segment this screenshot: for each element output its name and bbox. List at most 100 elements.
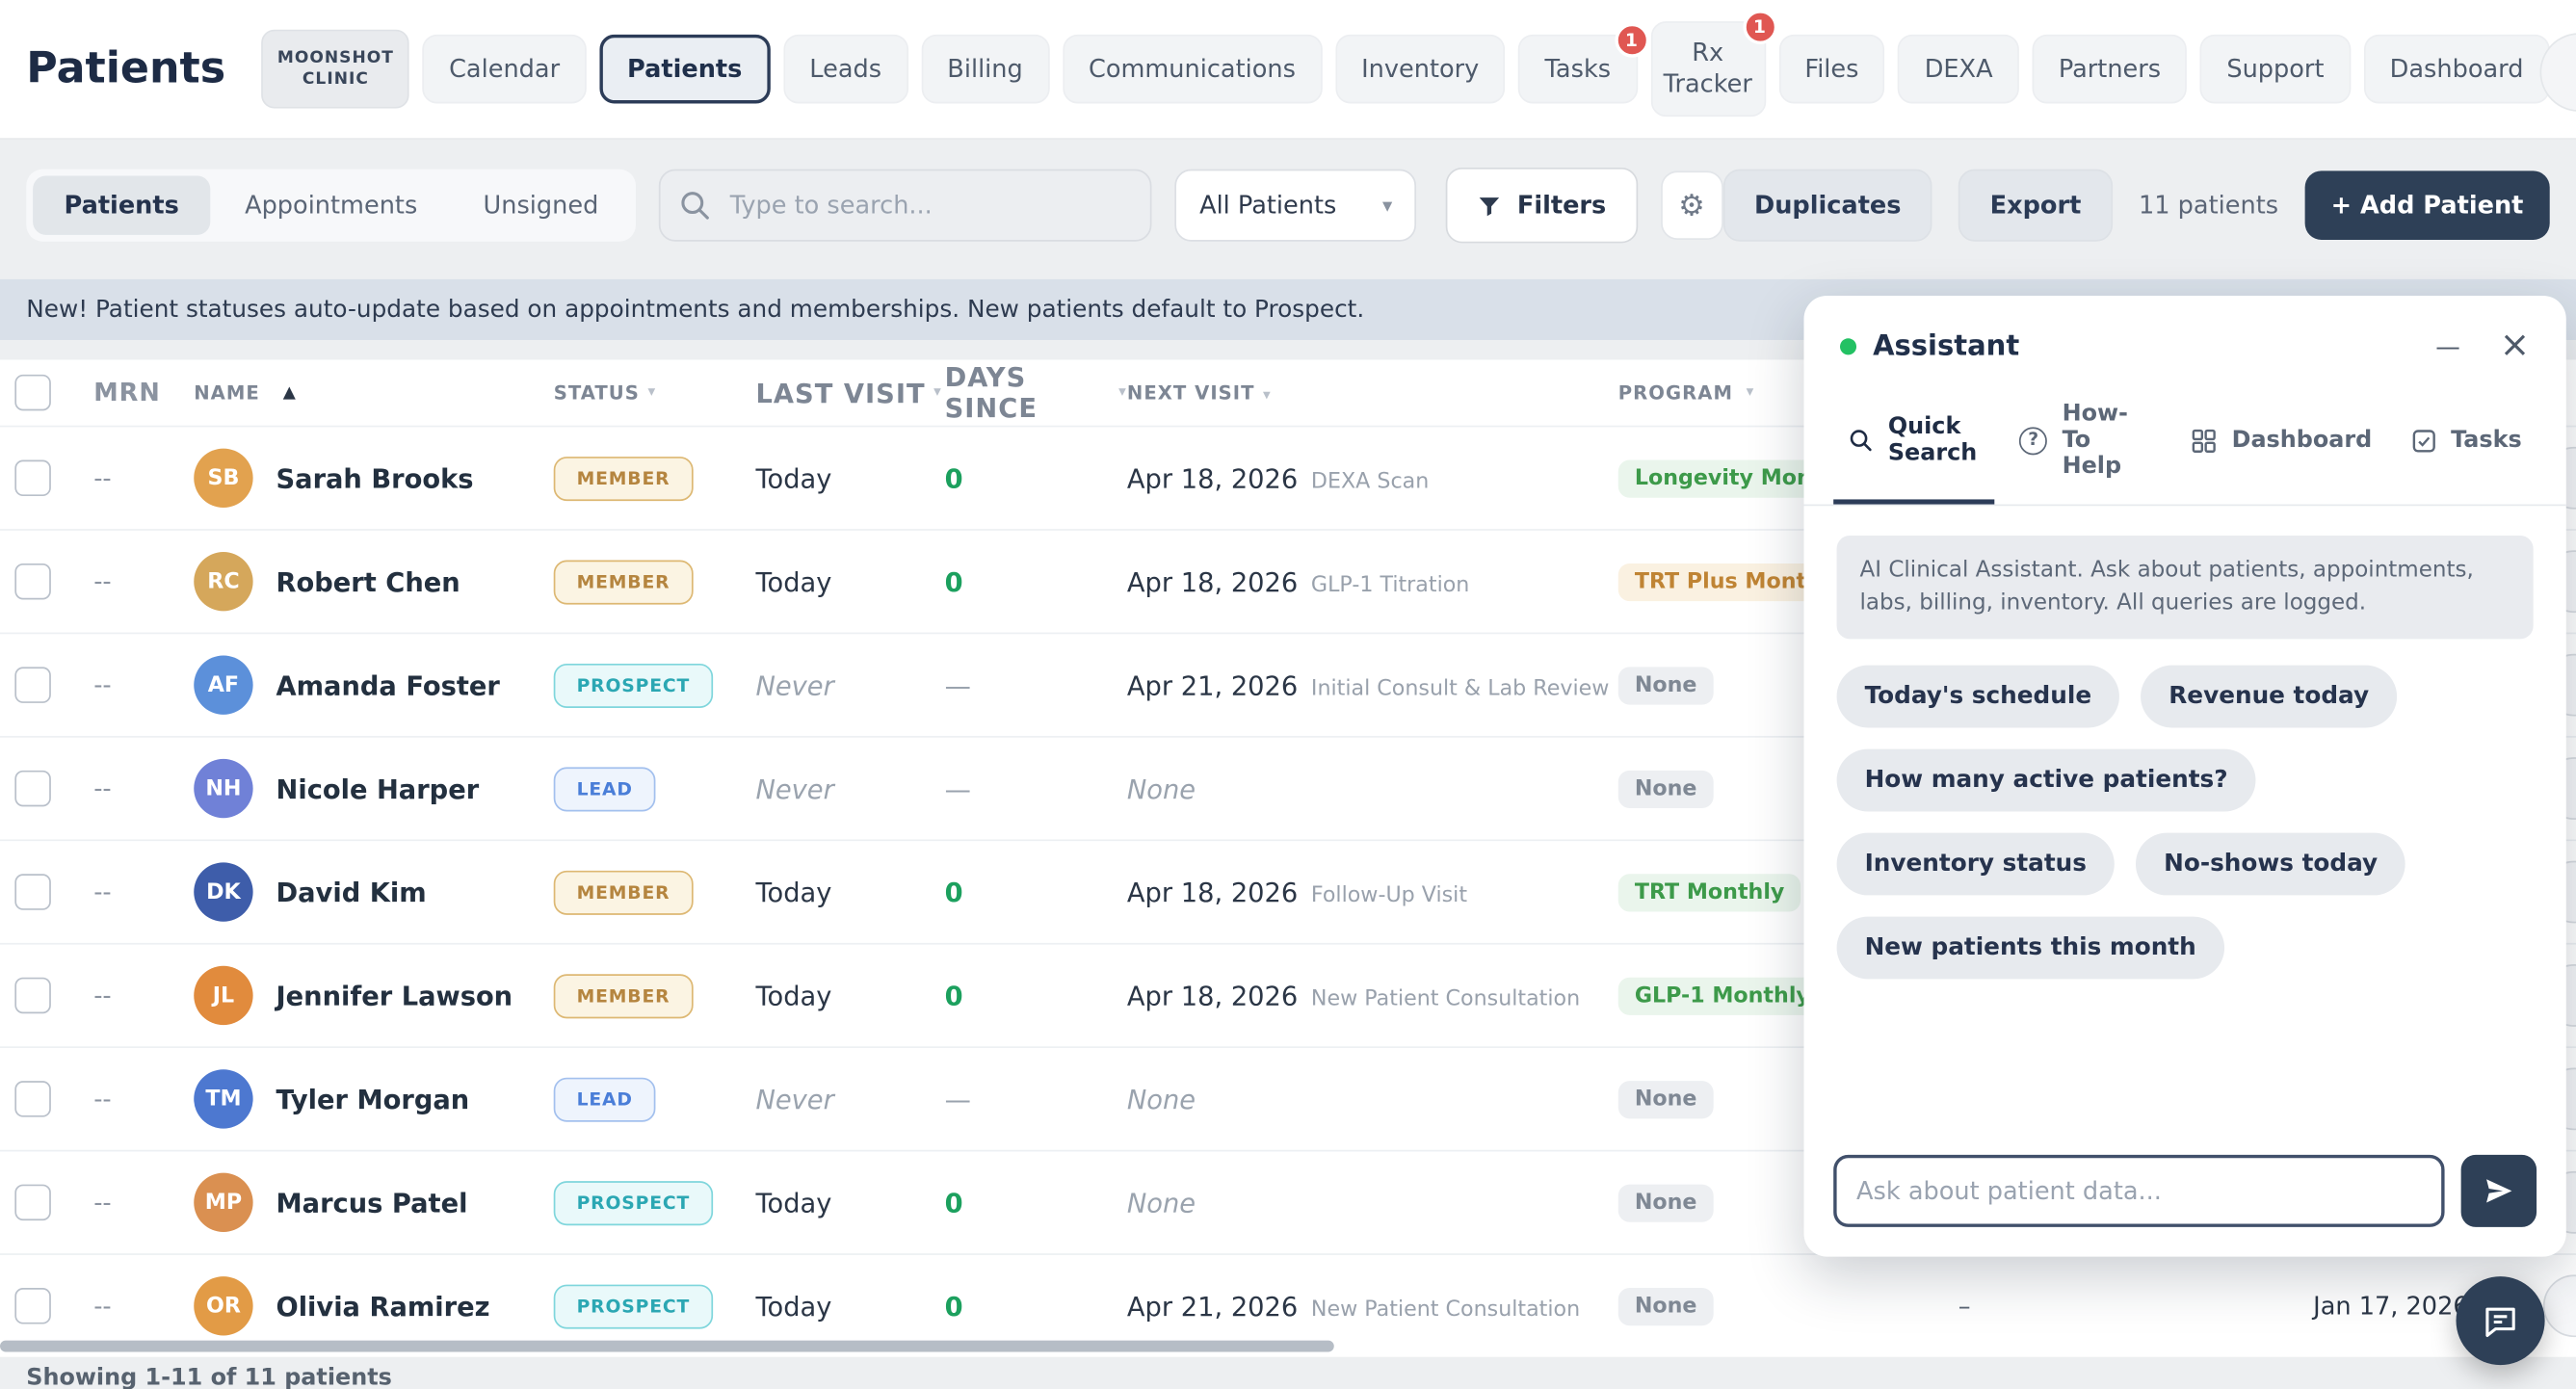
- status-badge: PROSPECT: [553, 1283, 714, 1328]
- column-header-status[interactable]: STATUS ▾: [553, 380, 657, 405]
- patient-filter-select[interactable]: All Patients ▾: [1174, 169, 1417, 242]
- suggestion-chip[interactable]: Today's schedule: [1836, 666, 2120, 729]
- table-row[interactable]: -- OR Olivia Ramirez PROSPECT Today 0 Ap…: [0, 1253, 2576, 1357]
- nav-tab-communications[interactable]: Communications: [1062, 34, 1323, 104]
- nav-tab-support[interactable]: Support: [2200, 34, 2351, 104]
- clinic-logo-button[interactable]: MOONSHOT CLINIC: [261, 29, 410, 109]
- nav-tab-tasks[interactable]: Tasks 1: [1518, 22, 1649, 104]
- patient-name[interactable]: Amanda Foster: [276, 668, 500, 701]
- patient-name[interactable]: Nicole Harper: [276, 773, 480, 804]
- row-checkbox[interactable]: [14, 1081, 51, 1117]
- search-icon: [1850, 430, 1872, 452]
- patients-toolbar: Patients Appointments Unsigned All Patie…: [0, 165, 2576, 247]
- suggestion-chip[interactable]: How many active patients?: [1836, 749, 2256, 813]
- days-since: 0: [944, 1290, 963, 1322]
- nav-tab-label: Files: [1804, 54, 1859, 84]
- nav-tab-leads[interactable]: Leads: [783, 34, 908, 104]
- add-patient-button[interactable]: + Add Patient: [2304, 170, 2550, 240]
- assistant-tabs: Quick Search ? How-To Help Dashboard Tas…: [1803, 384, 2566, 507]
- days-since: 0: [944, 565, 963, 597]
- nav-tab-label: Dashboard: [2389, 54, 2524, 84]
- days-since: 0: [944, 980, 963, 1011]
- suggestion-chip[interactable]: No-shows today: [2136, 833, 2406, 897]
- row-checkbox[interactable]: [14, 667, 51, 703]
- patient-name[interactable]: Sarah Brooks: [276, 462, 474, 494]
- nav-tab-billing[interactable]: Billing: [921, 34, 1050, 104]
- row-checkbox[interactable]: [14, 977, 51, 1014]
- suggestion-chip[interactable]: Revenue today: [2141, 666, 2398, 729]
- nav-tab-inventory[interactable]: Inventory: [1334, 34, 1506, 104]
- mrn-cell: --: [93, 877, 112, 907]
- row-actions-button[interactable]: [2542, 1274, 2576, 1338]
- next-visit-date: Apr 18, 2026: [1126, 876, 1299, 908]
- row-checkbox[interactable]: [14, 1184, 51, 1221]
- patient-name[interactable]: Marcus Patel: [276, 1187, 468, 1219]
- suggestion-chip[interactable]: New patients this month: [1836, 917, 2224, 981]
- column-header-mrn[interactable]: MRN: [93, 378, 161, 407]
- column-header-last-visit[interactable]: LAST VISIT ▾: [755, 377, 942, 408]
- nav-tab-calendar[interactable]: Calendar: [422, 34, 587, 104]
- nav-tab-files[interactable]: Files: [1778, 34, 1885, 104]
- patient-name[interactable]: David Kim: [276, 876, 427, 908]
- next-visit-type: DEXA Scan: [1310, 468, 1430, 494]
- duplicates-button[interactable]: Duplicates: [1722, 169, 1932, 242]
- settings-button[interactable]: ⚙: [1660, 170, 1723, 240]
- nav-tab-dexa[interactable]: DEXA: [1898, 34, 2019, 104]
- minimize-button[interactable]: —: [2435, 330, 2460, 361]
- send-icon: [2486, 1179, 2512, 1203]
- table-footer-count: Showing 1-11 of 11 patients: [26, 1365, 392, 1389]
- row-checkbox[interactable]: [14, 459, 51, 497]
- patient-name[interactable]: Olivia Ramirez: [276, 1290, 490, 1322]
- nav-tab-patients[interactable]: Patients: [599, 34, 771, 104]
- patient-name[interactable]: Tyler Morgan: [276, 1083, 470, 1115]
- horizontal-scrollbar[interactable]: [0, 1340, 1334, 1352]
- column-header-days-since[interactable]: DAYS SINCE ▾: [944, 361, 1127, 424]
- row-checkbox[interactable]: [14, 563, 51, 600]
- status-badge: MEMBER: [553, 869, 694, 915]
- nav-tab-rx-tracker[interactable]: Rx Tracker 1: [1650, 10, 1777, 118]
- column-header-program[interactable]: PROGRAM ▾: [1617, 380, 1755, 405]
- avatar: RC: [194, 552, 253, 612]
- view-tab-unsigned[interactable]: Unsigned: [483, 190, 599, 221]
- send-button[interactable]: [2460, 1154, 2537, 1227]
- row-checkbox[interactable]: [14, 874, 51, 910]
- assistant-tab-tasks[interactable]: Tasks: [2397, 384, 2537, 505]
- nav-tab-label: Billing: [947, 54, 1023, 84]
- nav-tab-label: Support: [2226, 54, 2325, 84]
- days-since: 0: [944, 462, 963, 494]
- mrn-cell: --: [93, 462, 112, 493]
- assistant-tab-quick-search[interactable]: Quick Search: [1833, 384, 1995, 506]
- column-header-name[interactable]: NAME ▲: [194, 380, 297, 405]
- nav-tab-label: Partners: [2058, 54, 2162, 84]
- row-checkbox[interactable]: [14, 770, 51, 807]
- page-title: Patients: [26, 44, 226, 94]
- patient-name[interactable]: Jennifer Lawson: [276, 980, 513, 1011]
- filter-funnel-icon: [1480, 197, 1500, 216]
- suggestion-chip[interactable]: Inventory status: [1836, 833, 2115, 897]
- close-button[interactable]: ×: [2499, 325, 2531, 367]
- next-visit-type: Initial Consult & Lab Review: [1310, 675, 1610, 701]
- mrn-cell: --: [93, 566, 112, 597]
- assistant-tab-how-to-help[interactable]: ? How-To Help: [2005, 384, 2168, 505]
- mrn-cell: --: [93, 1187, 112, 1218]
- select-all-checkbox[interactable]: [14, 374, 51, 411]
- filters-label: Filters: [1516, 190, 1607, 221]
- row-checkbox[interactable]: [14, 1288, 51, 1324]
- nav-tab-label: Calendar: [449, 54, 561, 84]
- nav-tab-dashboard[interactable]: Dashboard: [2363, 34, 2550, 104]
- export-button[interactable]: Export: [1958, 169, 2113, 242]
- assistant-input[interactable]: [1833, 1154, 2445, 1227]
- view-tab-patients[interactable]: Patients: [33, 175, 211, 235]
- view-tab-appointments[interactable]: Appointments: [245, 190, 418, 221]
- patient-name[interactable]: Robert Chen: [276, 565, 460, 597]
- program-badge: None: [1617, 769, 1714, 808]
- assistant-tab-dashboard[interactable]: Dashboard: [2177, 384, 2386, 505]
- nav-tab-partners[interactable]: Partners: [2032, 34, 2188, 104]
- filters-button[interactable]: Filters: [1446, 167, 1638, 244]
- avatar: TM: [194, 1069, 253, 1129]
- last-visit: Today: [755, 462, 832, 494]
- column-header-next-visit[interactable]: NEXT VISIT ▾: [1126, 380, 1272, 405]
- search-input[interactable]: [659, 169, 1152, 242]
- chat-fab-button[interactable]: [2456, 1276, 2545, 1366]
